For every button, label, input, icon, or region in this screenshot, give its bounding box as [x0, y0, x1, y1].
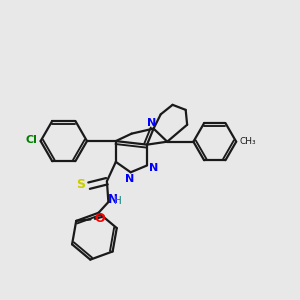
- Text: Cl: Cl: [25, 135, 37, 145]
- Text: H: H: [114, 196, 122, 206]
- Text: N: N: [148, 118, 157, 128]
- Text: CH₃: CH₃: [240, 137, 256, 146]
- Text: N: N: [124, 174, 134, 184]
- Text: O: O: [94, 212, 105, 225]
- Text: N: N: [149, 164, 158, 173]
- Text: S: S: [76, 178, 85, 191]
- Text: N: N: [108, 193, 118, 206]
